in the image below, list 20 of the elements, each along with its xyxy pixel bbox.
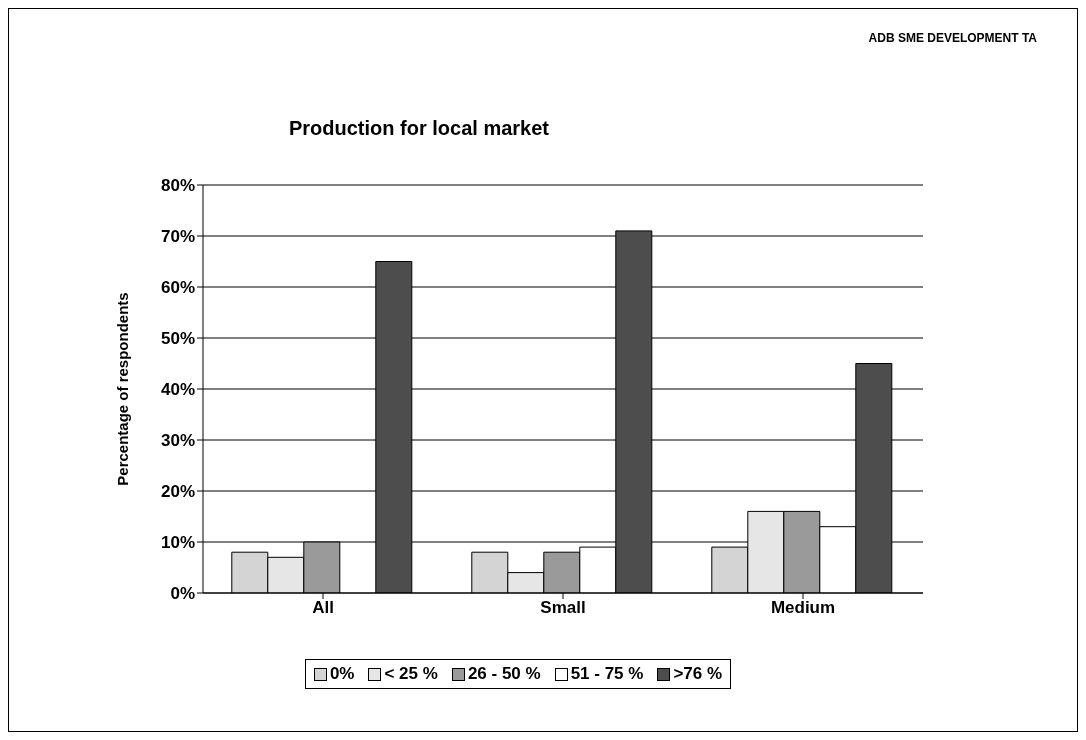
y-tick-label: 40% xyxy=(160,380,195,400)
y-tick-label: 60% xyxy=(160,278,195,298)
y-tick-label: 70% xyxy=(160,227,195,247)
legend-label: < 25 % xyxy=(384,664,438,684)
y-tick-label: 0% xyxy=(170,584,195,604)
text: ADB SME DEVELOPMENT TA xyxy=(868,31,1037,45)
legend-label: 26 - 50 % xyxy=(467,664,541,684)
y-axis-title: Percentage of respondents xyxy=(114,292,132,486)
legend-label: >76 % xyxy=(673,664,723,684)
y-tick-label: 80% xyxy=(160,176,195,196)
x-tick-label: All xyxy=(312,598,334,618)
chart-title: Production for local market xyxy=(287,117,551,140)
legend-label: 0% xyxy=(329,664,355,684)
y-tick-label: 10% xyxy=(160,533,195,553)
y-tick-label: 50% xyxy=(160,329,195,349)
legend-label: 51 - 75 % xyxy=(570,664,644,684)
x-tick-label: Medium xyxy=(770,598,836,618)
y-tick-label: 20% xyxy=(160,482,195,502)
x-tick-label: Small xyxy=(540,598,586,618)
y-tick-label: 30% xyxy=(160,431,195,451)
